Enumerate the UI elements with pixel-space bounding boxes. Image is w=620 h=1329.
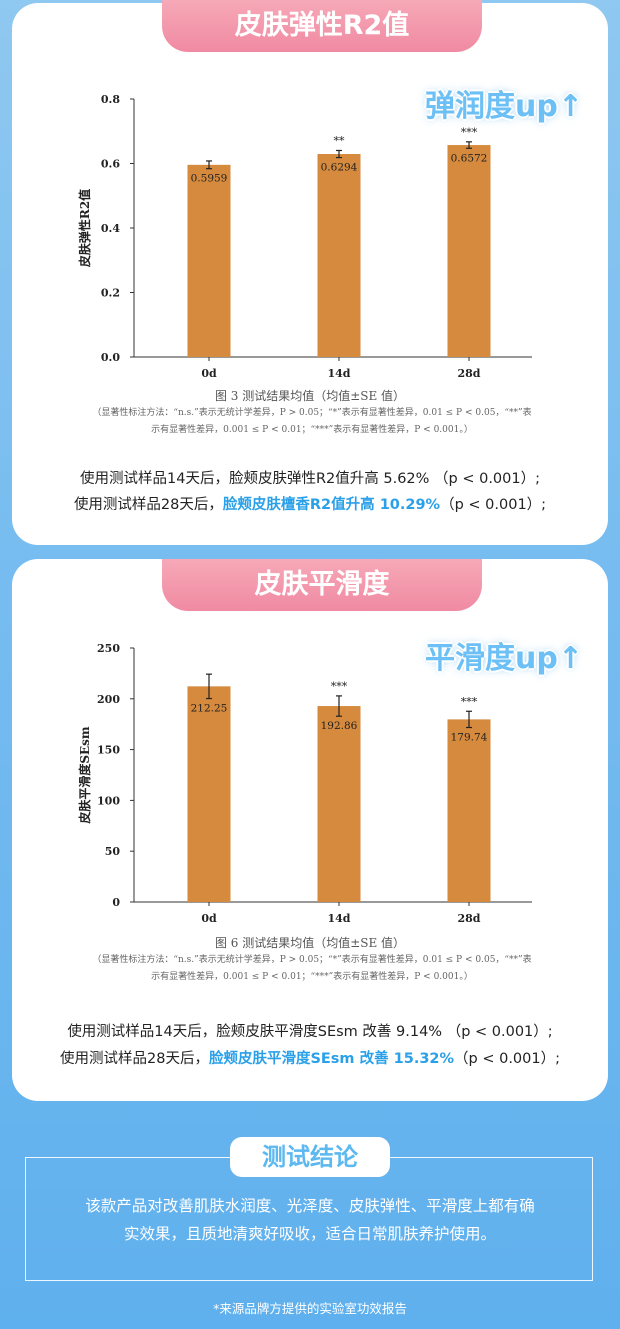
conclusion-title: 测试结论: [230, 1137, 390, 1177]
y-tick-label: 0.2: [101, 287, 120, 300]
smoothness-figure-caption: 图 6 测试结果均值（均值±SE 值）: [214, 936, 406, 950]
bar: [447, 719, 491, 902]
data-label: 0.6294: [321, 162, 358, 174]
elasticity-tab-title: 皮肤弹性R2值: [162, 0, 482, 52]
y-tick-label: 250: [97, 642, 120, 655]
y-tick-label: 0.4: [101, 222, 120, 235]
significance-label: ***: [461, 126, 478, 139]
x-tick-label: 28d: [458, 367, 481, 380]
significance-label: ***: [331, 680, 348, 693]
bar: [317, 706, 361, 902]
smoothness-card: 皮肤平滑度 平滑度up↑ 0 50 100 150 200 250 皮肤平滑度SEsm 0d 2…: [12, 559, 608, 1101]
y-tick-label: 0.8: [101, 93, 120, 106]
elasticity-figure-caption: 图 3 测试结果均值（均值±SE 值）: [214, 389, 406, 403]
conclusion-text: 该款产品对改善肌肤水润度、光泽度、皮肤弹性、平滑度上都有确 实效果，且质地清爽好…: [40, 1192, 580, 1248]
y-tick-label: 0.0: [101, 351, 120, 364]
x-tick-label: 28d: [458, 912, 481, 925]
elasticity-badge: 弹润度up↑: [425, 89, 583, 124]
y-tick-label: 0.6: [101, 158, 120, 171]
bar: [447, 145, 491, 357]
y-tick-label: 100: [97, 794, 120, 807]
elasticity-card: 皮肤弹性R2值 弹润度up↑ 0.0 0.2 0.4 0.6 0.8 皮肤弹性R2值 0d 0…: [12, 0, 608, 545]
y-tick-label: 150: [97, 744, 120, 757]
bar: [187, 686, 231, 902]
result-prefix: 使用测试样品28天后，: [73, 497, 223, 513]
x-tick-label: 0d: [201, 367, 217, 380]
result-prefix: 使用测试样品28天后，: [60, 1051, 209, 1067]
elasticity-note-line1: （显著性标注方法：“n.s.”表示无统计学差异，P > 0.05；“*”表示有显…: [92, 408, 532, 418]
bar: [317, 154, 361, 357]
elasticity-note-line2: 示有显著性差异，0.001 ≤ P < 0.01；“***”表示有显著性差异，P…: [151, 425, 473, 435]
y-tick-label: 0: [112, 896, 120, 909]
smoothness-chart: 0 50 100 150 200 250 皮肤平滑度SEsm 0d 212.25 14d 192.8…: [77, 642, 532, 925]
y-axis-label: 皮肤弹性R2值: [77, 189, 92, 268]
smoothness-result-28d: 使用测试样品28天后，脸颊皮肤平滑度SEsm 改善 15.32%（p < 0.0…: [12, 1047, 608, 1068]
result-suffix: （p < 0.001）;: [440, 497, 547, 513]
x-tick-label: 14d: [328, 912, 351, 925]
result-suffix: （p < 0.001）;: [454, 1051, 560, 1067]
y-axis-label: 皮肤平滑度SEsm: [77, 726, 92, 825]
data-label: 0.6572: [451, 152, 488, 164]
x-tick-label: 0d: [201, 912, 217, 925]
elasticity-result-28d: 使用测试样品28天后，脸颊皮肤檀香R2值升高 10.29%（p < 0.001）…: [12, 493, 608, 514]
data-label: 212.25: [191, 703, 228, 715]
smoothness-result-14d: 使用测试样品14天后，脸颊皮肤平滑度SEsm 改善 9.14% （p < 0.0…: [67, 1024, 553, 1040]
y-tick-label: 200: [97, 693, 120, 706]
data-label: 179.74: [451, 732, 488, 744]
elasticity-chart: 0.0 0.2 0.4 0.6 0.8 皮肤弹性R2值 0d 0.5959 14d 0.6294 *…: [77, 93, 532, 380]
x-tick-label: 14d: [328, 367, 351, 380]
elasticity-result-14d: 使用测试样品14天后，脸颊皮肤弹性R2值升高 5.62% （p < 0.001）…: [80, 471, 540, 487]
source-note: *来源品牌方提供的实验室功效报告: [213, 1301, 407, 1316]
data-label: 0.5959: [191, 173, 228, 185]
smoothness-badge: 平滑度up↑: [425, 641, 583, 676]
data-label: 192.86: [321, 720, 358, 732]
conclusion-line2: 实效果，且质地清爽好吸收，适合日常肌肤养护使用。: [123, 1225, 496, 1243]
significance-label: ***: [461, 695, 478, 708]
result-highlight: 脸颊皮肤平滑度SEsm 改善 15.32%: [208, 1051, 455, 1067]
conclusion-line1: 该款产品对改善肌肤水润度、光泽度、皮肤弹性、平滑度上都有确: [85, 1197, 535, 1215]
smoothness-note-line1: （显著性标注方法：“n.s.”表示无统计学差异，P > 0.05；“*”表示有显…: [92, 955, 532, 965]
smoothness-tab-title: 皮肤平滑度: [162, 559, 482, 611]
significance-label: **: [334, 134, 346, 147]
smoothness-note-line2: 示有显著性差异，0.001 ≤ P < 0.01；“***”表示有显著性差异，P…: [151, 972, 473, 982]
bar: [187, 164, 231, 357]
y-tick-label: 50: [105, 845, 121, 858]
result-highlight: 脸颊皮肤檀香R2值升高 10.29%: [222, 497, 441, 513]
